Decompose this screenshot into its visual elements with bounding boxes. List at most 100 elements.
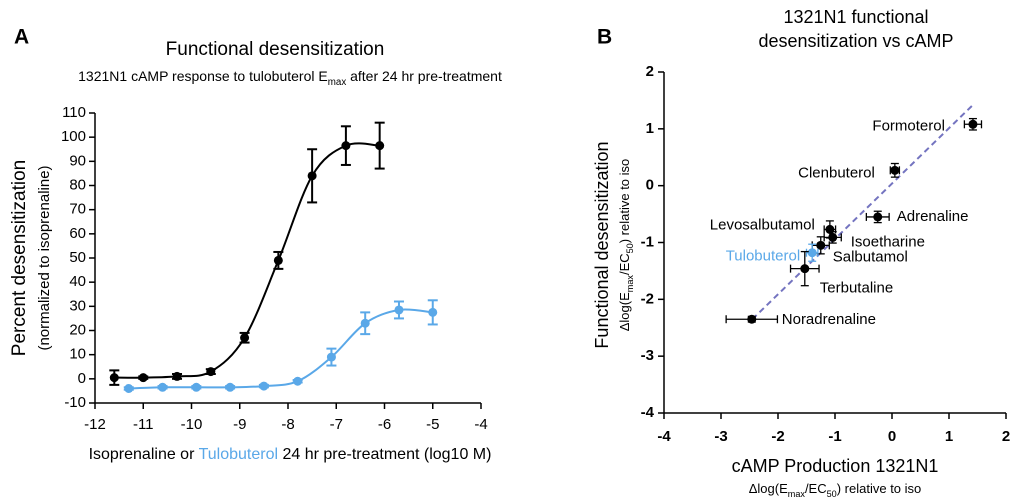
curve [128, 308, 433, 390]
text-part: ) relative to iso [617, 159, 632, 244]
y-tick-label: -4 [641, 404, 655, 421]
x-tick-label: -6 [378, 416, 391, 433]
panel-letter: B [597, 26, 612, 49]
y-tick-label: 90 [69, 152, 86, 169]
x-tick-label: -9 [233, 416, 246, 433]
panel-letter: A [14, 26, 29, 49]
point [307, 171, 317, 181]
y-tick-label: -3 [641, 347, 654, 364]
text-part: 50 [625, 243, 635, 253]
chart-title: Functional desensitization [166, 39, 385, 60]
point [800, 264, 810, 274]
y-tick-label: -2 [641, 290, 654, 307]
y-tick-label: 50 [69, 249, 86, 266]
point [828, 232, 838, 242]
point [326, 352, 336, 362]
point-label: Levosalbutamol [710, 216, 815, 233]
x-tick-label: -3 [714, 428, 727, 445]
text-part: max [788, 489, 806, 498]
trend-line [751, 102, 976, 320]
x-tick-label: -4 [474, 416, 487, 433]
y-tick-label: -1 [641, 233, 654, 250]
point [225, 382, 235, 392]
point [375, 141, 385, 151]
x-tick-label: -8 [281, 416, 294, 433]
point [890, 165, 900, 175]
x-tick-label: 2 [1002, 428, 1010, 445]
y-tick-label: 110 [62, 104, 86, 121]
text-part: max [625, 275, 635, 293]
point [807, 248, 817, 258]
point-label: Isoetharine [851, 233, 925, 250]
point [360, 318, 370, 328]
label: 1321N1 cAMP response to tulobuterol Emax… [78, 68, 502, 88]
point [273, 255, 283, 265]
chart-title: 1321N1 functional [783, 7, 928, 27]
y-tick-label: 70 [69, 201, 86, 218]
point [109, 373, 119, 383]
y-tick-label: 30 [69, 297, 86, 314]
x-tick-label: -1 [828, 428, 841, 445]
label: Δlog(Emax/EC50) relative to iso [749, 481, 922, 498]
point [747, 314, 757, 324]
point [968, 119, 978, 129]
x-tick-label: -12 [84, 416, 106, 433]
x-tick-label: 0 [888, 428, 896, 445]
x-tick-label: -5 [426, 416, 439, 433]
chart-title: desensitization vs cAMP [758, 31, 953, 51]
y-axis-title: Percent desensitization [9, 160, 30, 356]
y-axis-title: Functional desensitization [592, 141, 612, 348]
point [191, 382, 201, 392]
point [124, 384, 134, 393]
x-tick-label: -2 [771, 428, 784, 445]
x-axis-title: Isoprenaline or Tulobuterol 24 hr pre-tr… [89, 446, 492, 463]
y-axis-title: (normalized to isoprenaline) [36, 165, 53, 350]
point-label: Salbutamol [833, 248, 908, 265]
y-tick-label: 80 [69, 176, 86, 193]
y-tick-label: 20 [69, 321, 86, 338]
point [138, 373, 148, 383]
text-part: /EC [805, 481, 827, 496]
x-axis-title: cAMP Production 1321N1 [732, 456, 939, 476]
point-label: Clenbuterol [798, 164, 875, 181]
text-part: 50 [827, 489, 837, 498]
point [206, 367, 216, 377]
point-label: Terbutaline [820, 280, 893, 297]
point [341, 141, 351, 151]
text-part: Δlog(E [749, 481, 788, 496]
x-tick-label: -10 [181, 416, 203, 433]
text-part: /EC [617, 253, 632, 275]
point [394, 305, 404, 315]
point [259, 381, 269, 391]
point-label: Adrenaline [897, 208, 969, 225]
x-tick-label: -11 [133, 416, 154, 433]
label: Δlog(Emax/EC50) relative to iso [617, 159, 635, 332]
y-tick-label: 60 [69, 225, 86, 242]
y-tick-label: 2 [646, 63, 654, 80]
point [428, 307, 438, 317]
y-tick-label: -10 [64, 394, 86, 411]
x-tick-label: -7 [330, 416, 343, 433]
x-tick-label: -4 [657, 428, 671, 445]
x-tick-label: 1 [945, 428, 953, 445]
y-tick-label: 0 [78, 370, 86, 387]
text-part: 1321N1 cAMP response to tulobuterol E [78, 68, 328, 84]
point-label: Noradrenaline [782, 311, 876, 328]
text-part: Tulobuterol [199, 446, 278, 463]
y-tick-label: 40 [69, 273, 86, 290]
point [873, 212, 883, 222]
point-label: Tulobuterol [726, 248, 801, 265]
point [240, 333, 250, 343]
text-part: Isoprenaline or [89, 446, 199, 463]
text-part: 24 hr pre-treatment (log10 M) [278, 446, 491, 463]
text-part: Δlog(E [617, 292, 632, 331]
point-label: Formoterol [872, 117, 945, 134]
y-tick-label: 1 [646, 120, 654, 137]
y-tick-label: 10 [69, 346, 86, 363]
y-tick-label: 100 [61, 128, 86, 145]
point [816, 240, 826, 250]
point [293, 376, 303, 386]
text-part: max [328, 77, 347, 88]
text-part: after 24 hr pre-treatment [346, 68, 502, 84]
